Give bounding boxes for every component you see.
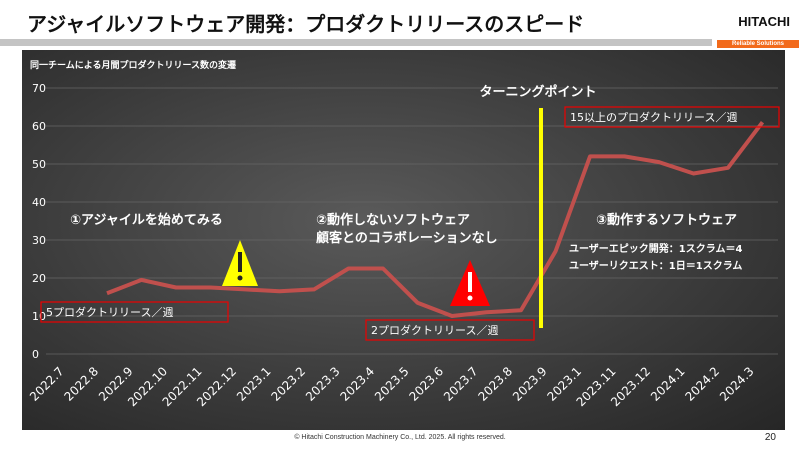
copyright-footer: © Hitachi Construction Machinery Co., Lt… bbox=[294, 434, 506, 441]
y-tick-label: 60 bbox=[32, 120, 46, 133]
chart-panel: 0 10 20 30 40 50 60 70 2022.7 2022.8 2022.9 2022.1… bbox=[22, 50, 785, 430]
phase3-label: ③動作するソフトウェア bbox=[596, 212, 737, 228]
x-tick-label: 2023.5 bbox=[372, 364, 412, 404]
tagline: Reliable Solutions bbox=[717, 40, 799, 48]
x-tick-label: 2022.8 bbox=[62, 364, 102, 404]
x-tick-label: 2023.6 bbox=[407, 364, 447, 404]
x-tick-label: 2023.8 bbox=[476, 364, 516, 404]
x-tick-label: 2024.3 bbox=[717, 364, 757, 404]
phase2-label-line1: ②動作しないソフトウェア bbox=[316, 212, 470, 228]
x-tick-label: 2024.1 bbox=[648, 364, 688, 404]
annotation-box-1-text: 5プロダクトリリース／週 bbox=[46, 305, 173, 319]
annotation-box-2 bbox=[365, 319, 535, 341]
annotation-box-2-text: 2プロダクトリリース／週 bbox=[371, 323, 498, 337]
y-tick-label: 40 bbox=[32, 196, 46, 209]
x-tick-label: 2023.7 bbox=[441, 364, 481, 404]
phase2-label-line2: 顧客とのコラボレーションなし bbox=[316, 230, 498, 246]
header-divider bbox=[0, 39, 712, 46]
x-tick-label: 2023.4 bbox=[338, 364, 378, 404]
annotation-box-3 bbox=[564, 106, 780, 128]
chart-title: 同一チームによる月間プロダクトリリース数の変遷 bbox=[30, 59, 236, 71]
y-tick-label: 70 bbox=[32, 82, 46, 95]
x-tick-label: 2023.9 bbox=[510, 364, 550, 404]
y-tick-label: 50 bbox=[32, 158, 46, 171]
y-tick-label: 0 bbox=[32, 348, 39, 361]
x-tick-label: 2023.2 bbox=[269, 364, 309, 404]
page-number: 20 bbox=[764, 432, 776, 443]
x-tick-label: 2022.7 bbox=[27, 364, 67, 404]
turning-point-label: ターニングポイント bbox=[479, 84, 596, 100]
yellow-warning-icon bbox=[222, 240, 258, 286]
annotation-box-1 bbox=[40, 301, 229, 323]
phase3-note1: ユーザーエピック開発：1スクラム＝4 bbox=[569, 242, 742, 255]
hitachi-logo: HITACHI bbox=[738, 14, 790, 29]
slide-title: アジャイルソフトウェア開発：プロダクトリリースのスピード bbox=[27, 12, 585, 36]
release-count-line bbox=[106, 120, 765, 318]
y-tick-label: 10 bbox=[32, 310, 46, 323]
x-tick-label: 2024.2 bbox=[683, 364, 723, 404]
y-tick-label: 30 bbox=[32, 234, 46, 247]
phase3-note2: ユーザーリクエスト：1日＝1スクラム bbox=[569, 260, 742, 272]
x-tick-label: 2023.3 bbox=[303, 364, 343, 404]
y-tick-label: 20 bbox=[32, 272, 46, 285]
red-warning-icon bbox=[450, 260, 490, 306]
x-tick-label: 2023.1 bbox=[234, 364, 274, 404]
phase1-label: ①アジャイルを始めてみる bbox=[70, 212, 223, 228]
annotation-box-3-text: 15以上のプロダクトリリース／週 bbox=[570, 110, 737, 124]
